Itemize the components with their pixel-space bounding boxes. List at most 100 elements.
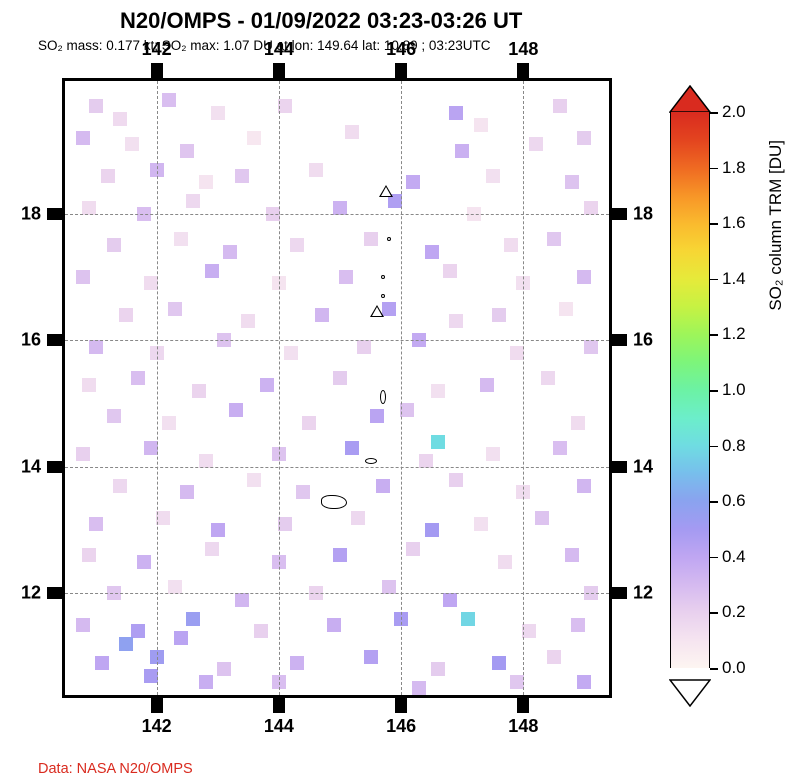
data-cell	[241, 314, 255, 328]
data-cell	[577, 675, 591, 689]
island-outline	[387, 237, 391, 241]
colorbar-tick-label: 0.2	[722, 602, 746, 622]
data-cell	[107, 238, 121, 252]
data-cell	[254, 624, 268, 638]
data-cell	[443, 264, 457, 278]
colorbar-gradient	[670, 112, 710, 668]
data-cell	[211, 106, 225, 120]
lon-label-bottom: 146	[386, 716, 416, 737]
tick-right	[609, 334, 627, 346]
data-cell	[492, 656, 506, 670]
colorbar-tick-label: 1.4	[722, 269, 746, 289]
colorbar-segment	[671, 362, 709, 390]
data-cell	[486, 169, 500, 183]
data-cell	[382, 580, 396, 594]
data-cell	[382, 302, 396, 316]
data-cell	[364, 650, 378, 664]
data-cell	[223, 245, 237, 259]
colorbar-tick-label: 1.6	[722, 213, 746, 233]
data-cell	[180, 485, 194, 499]
data-cell	[412, 681, 426, 695]
data-cell	[333, 201, 347, 215]
grid-line-lon	[401, 81, 402, 695]
island-outline	[365, 458, 377, 464]
tick-left	[47, 208, 65, 220]
tick-top	[395, 63, 407, 81]
tick-left	[47, 587, 65, 599]
grid-line-lon	[279, 81, 280, 695]
colorbar-tick	[710, 168, 718, 170]
data-cell	[510, 346, 524, 360]
colorbar: 0.00.20.40.60.81.01.21.41.61.82.0 SO₂ co…	[670, 86, 780, 706]
grid-line-lat	[65, 214, 609, 215]
colorbar-title: SO₂ column TRM [DU]	[766, 140, 786, 311]
data-cell	[113, 479, 127, 493]
data-cell	[76, 270, 90, 284]
island-outline	[381, 294, 385, 298]
colorbar-tick	[710, 390, 718, 392]
data-cell	[199, 675, 213, 689]
data-cell	[107, 409, 121, 423]
colorbar-over-arrow-outline	[669, 85, 711, 113]
data-cell	[119, 637, 133, 651]
colorbar-tick-label: 1.2	[722, 324, 746, 344]
data-cell	[296, 485, 310, 499]
colorbar-tick	[710, 446, 718, 448]
data-cell	[168, 580, 182, 594]
data-cell	[351, 511, 365, 525]
lat-label-right: 12	[633, 583, 653, 604]
colorbar-segment	[671, 168, 709, 196]
data-cell	[162, 93, 176, 107]
colorbar-tick-label: 2.0	[722, 102, 746, 122]
data-cell	[357, 340, 371, 354]
data-cell	[247, 473, 261, 487]
colorbar-segment	[671, 251, 709, 279]
colorbar-segment	[671, 446, 709, 474]
colorbar-tick	[710, 557, 718, 559]
colorbar-tick-label: 1.8	[722, 158, 746, 178]
grid-line-lat	[65, 340, 609, 341]
data-cell	[156, 511, 170, 525]
chart-title: N20/OMPS - 01/09/2022 03:23-03:26 UT	[120, 8, 522, 34]
data-cell	[76, 618, 90, 632]
colorbar-segment	[671, 140, 709, 168]
data-cell	[584, 201, 598, 215]
lat-label-left: 18	[21, 203, 41, 224]
data-cell	[431, 435, 445, 449]
data-cell	[553, 99, 567, 113]
tick-left	[47, 334, 65, 346]
data-cell	[547, 232, 561, 246]
data-cell	[455, 144, 469, 158]
data-cell	[406, 542, 420, 556]
data-cell	[449, 473, 463, 487]
data-cell	[131, 624, 145, 638]
map-frame: 1421421441441461461481481212141416161818	[62, 78, 612, 698]
colorbar-tick-label: 0.0	[722, 658, 746, 678]
colorbar-segment	[671, 612, 709, 640]
data-cell	[125, 137, 139, 151]
data-cell	[474, 517, 488, 531]
data-cell	[174, 232, 188, 246]
colorbar-segment	[671, 640, 709, 668]
data-cell	[192, 384, 206, 398]
data-cell	[376, 479, 390, 493]
data-cell	[205, 264, 219, 278]
data-cell	[504, 238, 518, 252]
data-cell	[449, 106, 463, 120]
data-cell	[535, 511, 549, 525]
data-cell	[449, 314, 463, 328]
lat-label-right: 16	[633, 330, 653, 351]
lon-label-bottom: 144	[264, 716, 294, 737]
lon-label-bottom: 148	[508, 716, 538, 737]
volcano-marker-icon	[370, 305, 384, 317]
data-cell	[547, 650, 561, 664]
data-cell	[339, 270, 353, 284]
grid-line-lon	[523, 81, 524, 695]
data-cell	[82, 201, 96, 215]
tick-top	[273, 63, 285, 81]
tick-top	[517, 63, 529, 81]
lat-label-right: 14	[633, 456, 653, 477]
colorbar-segment	[671, 418, 709, 446]
tick-right	[609, 587, 627, 599]
colorbar-tick-label: 1.0	[722, 380, 746, 400]
